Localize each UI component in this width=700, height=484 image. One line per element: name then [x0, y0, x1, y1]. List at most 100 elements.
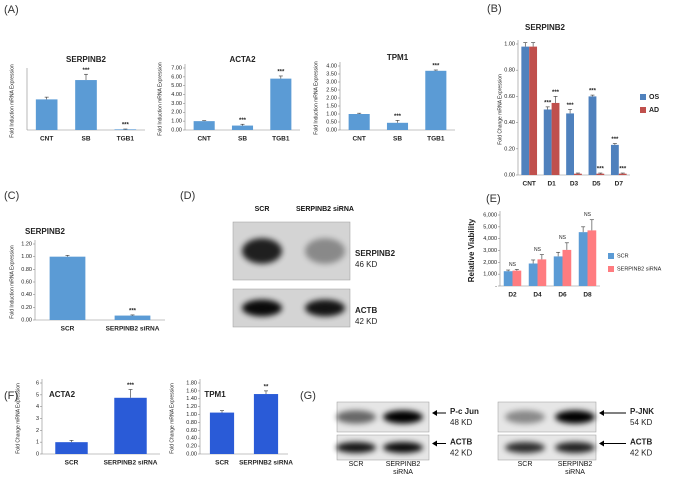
- y-tick-label: 7.00: [171, 65, 182, 71]
- x-tick-label: SCR: [61, 326, 75, 333]
- y-tick-label: 0.60: [186, 428, 197, 434]
- x-tick-label: CNT: [40, 136, 53, 143]
- y-tick-label: 4.00: [171, 92, 182, 98]
- bar: [521, 46, 530, 176]
- x-tick-label: D6: [558, 292, 567, 299]
- y-tick-label: 1,000: [483, 272, 497, 278]
- y-tick-label: 0.20: [504, 146, 515, 152]
- bar: [49, 256, 86, 320]
- y-tick-label: 0.50: [326, 119, 337, 125]
- annotation: ***: [129, 309, 137, 315]
- band-size: 46 KD: [355, 260, 377, 269]
- y-tick-label: 0.40: [504, 120, 515, 126]
- bar: [551, 102, 560, 175]
- y-tick-label: 1.00: [186, 412, 197, 418]
- y-tick-label: 3.50: [326, 71, 337, 77]
- x-tick-label: SCR: [65, 460, 79, 467]
- band-name: ACTB: [450, 438, 472, 447]
- bar: [425, 70, 447, 130]
- panel-label: (B): [487, 3, 502, 15]
- y-tick-label: 0.40: [186, 436, 197, 442]
- band: [242, 299, 282, 317]
- x-tick-label: D1: [547, 181, 556, 188]
- annotation: NS: [509, 262, 517, 268]
- x-tick-label: TGB1: [427, 136, 445, 143]
- y-tick-label: 2.50: [326, 87, 337, 93]
- band-name: ACTB: [630, 438, 652, 447]
- bar: [587, 230, 597, 286]
- y-tick-label: 0.20: [186, 444, 197, 450]
- x-tick-label: CNT: [523, 181, 536, 188]
- y-axis-label: Fold Induction mRNA Expression: [313, 61, 319, 135]
- x-tick-label: SERPINB2 siRNA: [239, 460, 293, 467]
- annotation: ***: [567, 103, 575, 109]
- annotation: ***: [277, 70, 285, 76]
- chart-title: SERPINB2: [25, 227, 66, 236]
- y-tick-label: 0.40: [21, 292, 32, 298]
- panel-label: (C): [4, 190, 20, 202]
- bar: [114, 397, 147, 454]
- lane-label: SCR: [254, 206, 270, 213]
- legend-label: OS: [649, 94, 659, 101]
- band: [505, 442, 545, 453]
- arrow-head: [432, 440, 437, 447]
- band-name: P-JNK: [630, 407, 654, 416]
- band-size: 54 KD: [630, 418, 652, 427]
- bar: [618, 173, 627, 175]
- annotation: ***: [432, 64, 440, 70]
- y-tick-label: 1.20: [21, 241, 32, 247]
- panel-label: (D): [180, 190, 196, 202]
- annotation: ***: [589, 89, 597, 95]
- y-axis-label: Fold Change mRNA Expression: [15, 383, 21, 454]
- bar: [553, 256, 563, 286]
- band: [383, 442, 423, 453]
- y-tick-label: 0.80: [21, 267, 32, 273]
- y-tick-label: 2.00: [171, 110, 182, 116]
- y-tick-label: 0.60: [504, 94, 515, 100]
- y-tick-label: 2.00: [326, 95, 337, 101]
- bar: [231, 125, 254, 130]
- y-tick-label: 1.50: [326, 103, 337, 109]
- band: [305, 238, 345, 264]
- y-tick-label: 0.00: [186, 451, 197, 457]
- x-tick-label: TGB1: [272, 136, 290, 143]
- y-tick-label: 5,000: [483, 224, 497, 230]
- band: [555, 410, 595, 424]
- bar: [529, 46, 538, 176]
- lane-label: SERPINB2 siRNA: [385, 461, 421, 476]
- annotation: ***: [611, 137, 619, 143]
- y-tick-label: 1.80: [186, 380, 197, 386]
- bar: [193, 121, 215, 130]
- bar: [35, 99, 58, 130]
- annotation: ***: [82, 68, 90, 74]
- x-tick-label: CNT: [197, 136, 210, 143]
- y-tick-label: 4,000: [483, 236, 497, 242]
- panel-label: (G): [300, 390, 316, 402]
- panel-label: (A): [4, 4, 19, 16]
- y-axis-label: Fold Change mRNA Expression: [169, 383, 175, 454]
- bar: [596, 173, 605, 175]
- annotation: ***: [552, 90, 560, 96]
- arrow-head: [599, 410, 604, 416]
- y-tick-label: 0: [36, 451, 39, 457]
- y-tick-label: 4.00: [326, 63, 337, 69]
- annotation: NS: [534, 247, 542, 253]
- y-tick-label: 2,000: [483, 260, 497, 266]
- y-tick-label: 0.80: [186, 420, 197, 426]
- x-tick-label: D7: [615, 181, 624, 188]
- x-tick-label: SERPINB2 siRNA: [106, 326, 160, 333]
- x-tick-label: SB: [393, 136, 402, 143]
- x-tick-label: D8: [583, 292, 592, 299]
- legend-swatch: [640, 94, 646, 100]
- legend-label: AD: [649, 107, 659, 114]
- band-size: 42 KD: [450, 449, 472, 458]
- y-axis-label: Fold Induction mRNA Expression: [9, 245, 15, 319]
- annotation: ***: [127, 383, 135, 389]
- bar: [537, 259, 547, 286]
- arrow-head: [432, 410, 437, 416]
- bar: [588, 96, 597, 175]
- y-tick-label: 0.00: [21, 317, 32, 323]
- bar: [55, 442, 88, 454]
- band-size: 48 KD: [450, 418, 472, 427]
- lane-label: SERPINB2 siRNA: [557, 461, 593, 476]
